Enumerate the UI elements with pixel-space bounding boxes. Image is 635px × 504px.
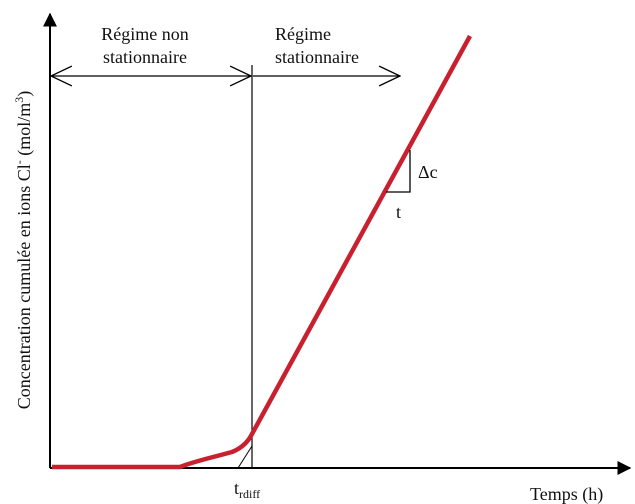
slope-triangle: [386, 150, 411, 193]
y-label-unit: (mol/m: [14, 103, 35, 161]
region-label: Régime non: [101, 24, 189, 44]
region-label: stationnaire: [275, 47, 359, 67]
y-label-sup: 3: [12, 97, 26, 103]
y-label-sup: -: [12, 160, 26, 164]
delta-c: Δc: [418, 162, 438, 182]
curve: [52, 34, 472, 470]
t-diff-base: t: [234, 478, 239, 498]
region-label: Régime: [275, 24, 331, 44]
region-label: stationnaire: [103, 47, 187, 67]
x-axis-label: Temps (h): [530, 484, 603, 504]
y-label-main: Concentration cumulée en ions Cl: [14, 164, 34, 409]
t-diff-sub: rdiff: [239, 487, 260, 501]
tangent: [237, 445, 253, 469]
y-axis-label: Concentration cumulée en ions Cl- (mol/m…: [12, 91, 35, 409]
y-label-close: ): [14, 91, 35, 97]
t-label: t: [396, 202, 401, 222]
t-diff: trdiff: [234, 478, 260, 501]
